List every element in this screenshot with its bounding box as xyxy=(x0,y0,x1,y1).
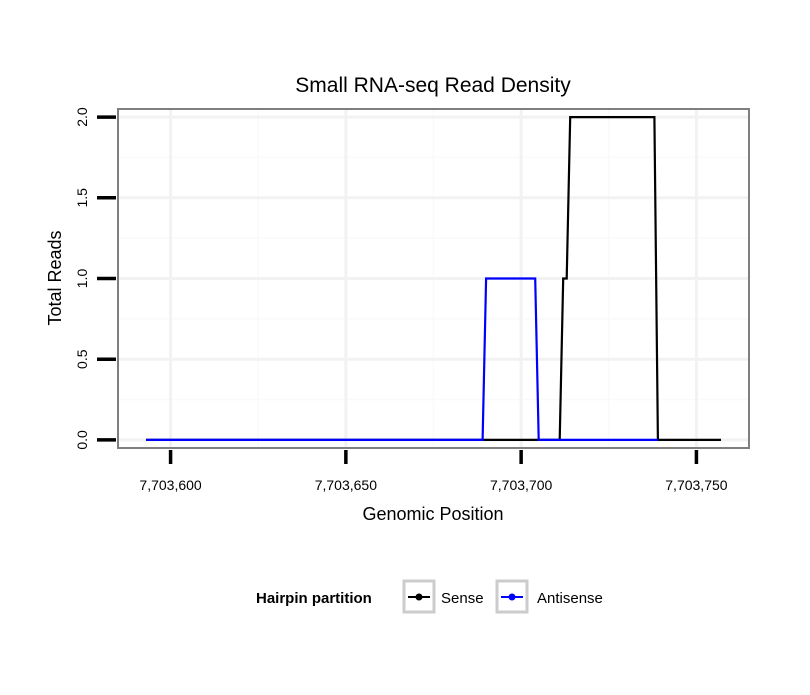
legend: Hairpin partition Sense Antisense xyxy=(256,579,603,614)
series-line-antisense xyxy=(146,277,658,441)
x-tick-label: 7,703,700 xyxy=(490,477,552,493)
y-tick-label: 0.5 xyxy=(74,349,90,369)
x-axis: 7,703,600 7,703,650 7,703,700 7,703,750 xyxy=(139,450,728,493)
x-tick-label: 7,703,750 xyxy=(665,477,727,493)
legend-label-antisense: Antisense xyxy=(537,590,603,607)
x-tick-label: 7,703,600 xyxy=(139,477,201,493)
series-line-sense xyxy=(146,115,721,441)
y-tick-label: 2.0 xyxy=(74,107,90,127)
y-tick-label: 1.5 xyxy=(74,188,90,208)
y-tick-label: 1.0 xyxy=(74,269,90,289)
y-axis-label: Total Reads xyxy=(45,230,65,325)
legend-dot-antisense xyxy=(508,593,516,601)
legend-dot-sense xyxy=(415,593,423,601)
series-layer xyxy=(146,115,721,441)
legend-label-sense: Sense xyxy=(441,590,484,607)
chart-title: Small RNA-seq Read Density xyxy=(295,74,571,97)
plot-panel-border xyxy=(117,108,750,449)
x-tick-label: 7,703,650 xyxy=(315,477,377,493)
legend-title: Hairpin partition xyxy=(256,590,372,607)
x-axis-label: Genomic Position xyxy=(362,504,503,524)
y-tick-label: 0.0 xyxy=(74,430,90,450)
y-axis: 0.0 0.5 1.0 1.5 2.0 xyxy=(74,107,116,450)
